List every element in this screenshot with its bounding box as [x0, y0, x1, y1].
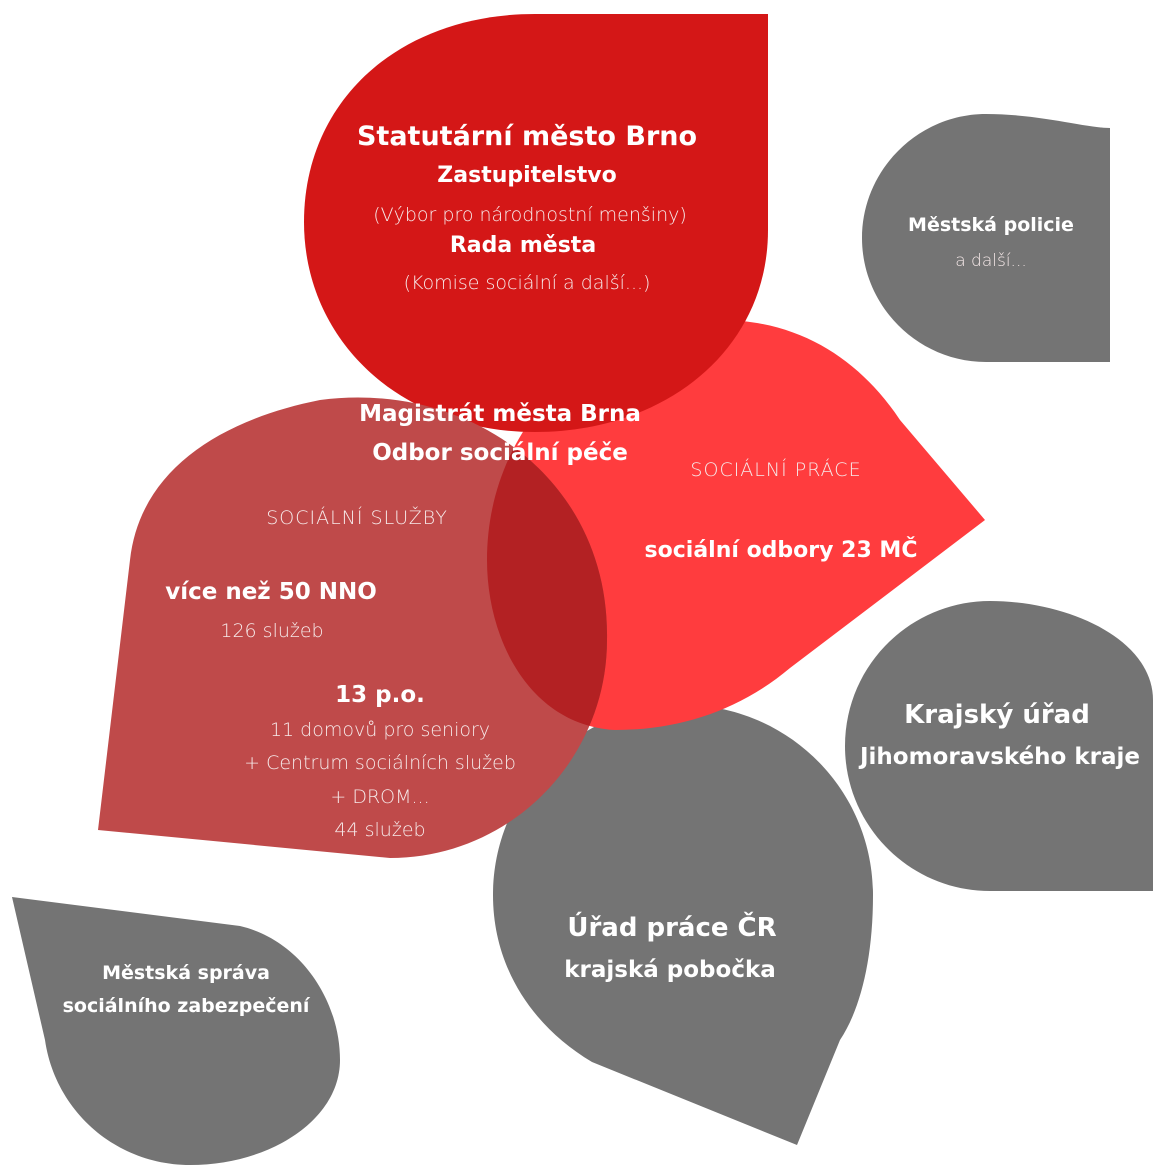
city-drop — [304, 14, 768, 432]
labour-office-drop — [493, 705, 873, 1145]
city-title: Statutární město Brno — [356, 121, 698, 152]
board-label: Rada města — [449, 233, 597, 258]
region-line-2: Jihomoravského kraje — [859, 744, 1141, 770]
police-drop — [862, 114, 1110, 362]
region-line-1: Krajský úřad — [904, 700, 1090, 730]
po-line-1: 11 domovů pro seniory — [269, 719, 491, 741]
social-security-line-2: sociálního zabezpečení — [62, 995, 310, 1017]
magistrate-department: Odbor sociální péče — [372, 440, 628, 466]
magistrate-name: Magistrát města Brna — [359, 401, 641, 427]
labour-office-line-1: Úřad práce ČR — [567, 913, 777, 943]
labour-office-line-2: krajská pobočka — [564, 957, 776, 983]
social-work-drop — [487, 320, 985, 730]
social-security-drop — [12, 897, 340, 1165]
region-drop — [845, 601, 1153, 891]
social-services-drop — [98, 397, 608, 858]
council-note: (Výbor pro národnostní menšiny) — [373, 204, 687, 226]
po-label: 13 p.o. — [335, 682, 425, 708]
social-services-heading: SOCIÁLNÍ SLUŽBY — [266, 507, 448, 529]
nno-label: více než 50 NNO — [165, 579, 377, 605]
social-work-heading: SOCIÁLNÍ PRÁCE — [690, 459, 862, 481]
social-work-departments: sociální odbory 23 MČ — [644, 538, 918, 563]
po-services: 44 služeb — [334, 819, 426, 841]
police-note: a další... — [955, 251, 1027, 271]
po-line-2: + Centrum sociálních služeb — [244, 752, 516, 774]
social-security-line-1: Městská správa — [102, 962, 270, 984]
board-note: (Komise sociální a další...) — [403, 272, 651, 294]
police-title: Městská policie — [908, 214, 1074, 236]
po-line-3: + DROM... — [330, 786, 430, 808]
nno-services: 126 služeb — [220, 620, 324, 642]
council-label: Zastupitelstvo — [437, 163, 617, 188]
